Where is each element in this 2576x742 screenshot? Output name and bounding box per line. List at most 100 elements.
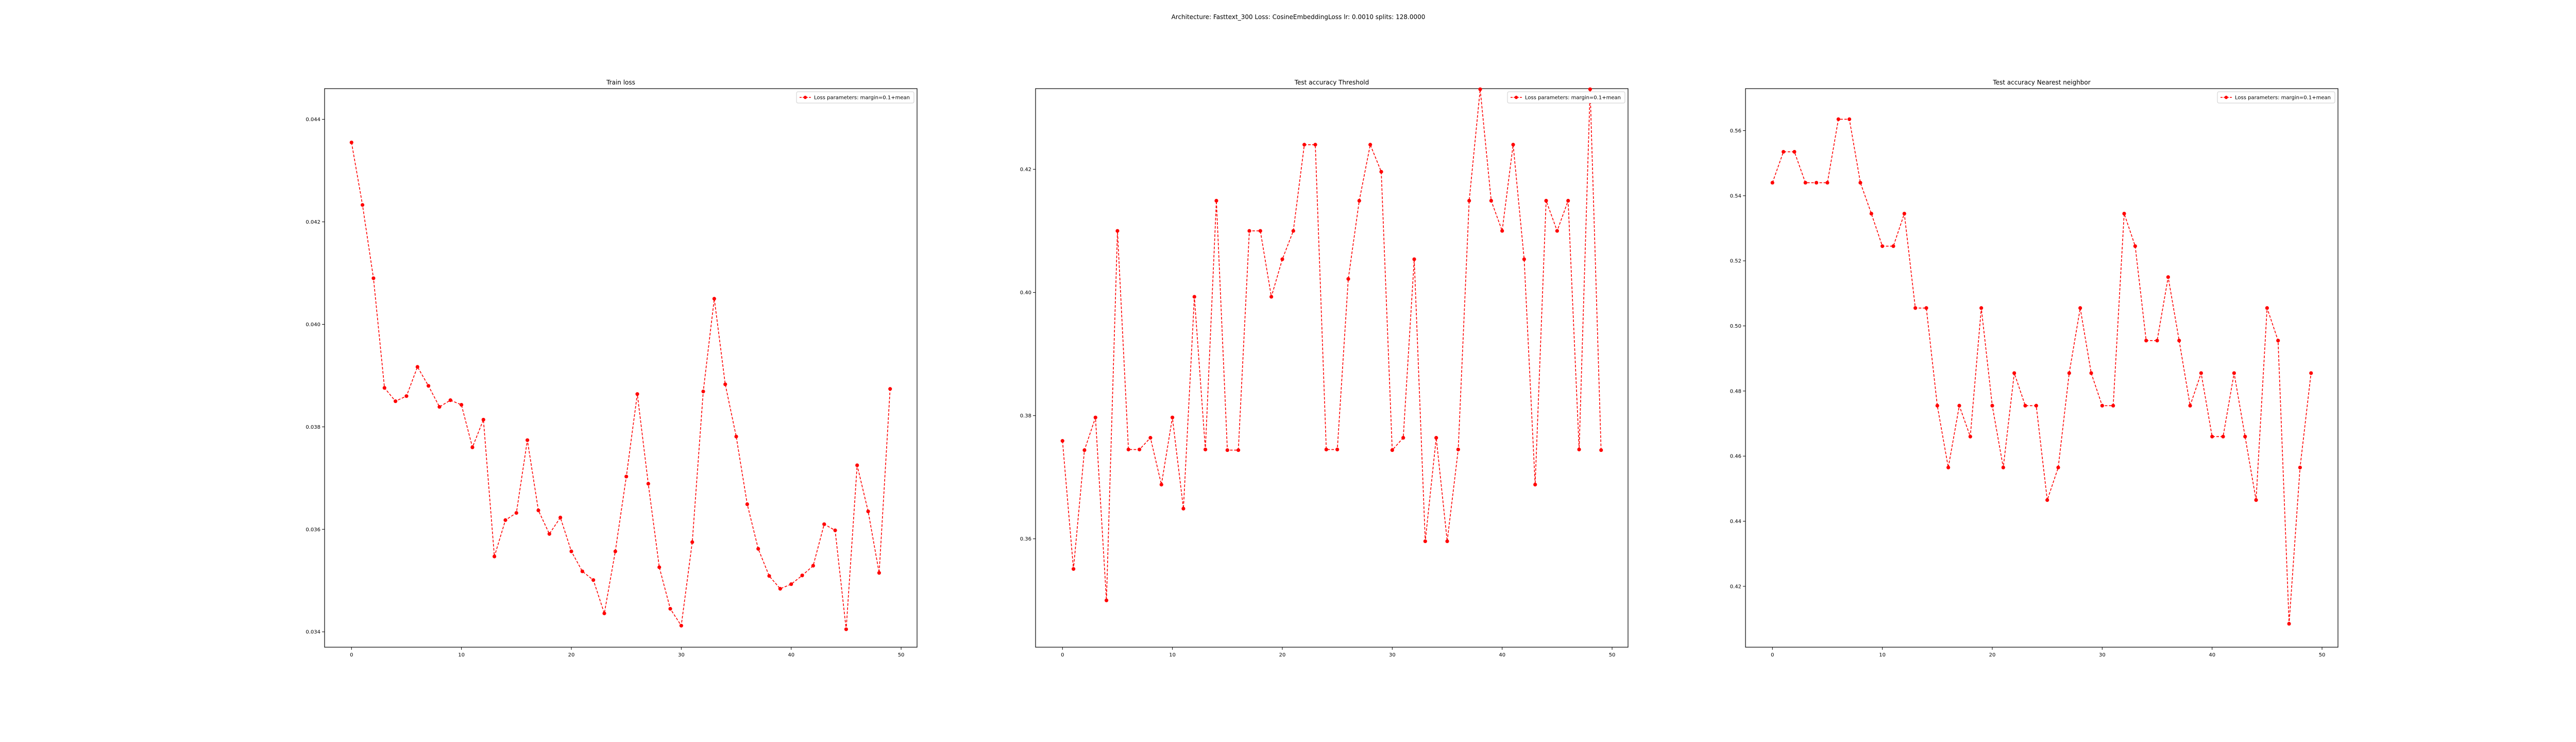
data-point (1379, 170, 1383, 174)
data-point (1324, 447, 1328, 451)
x-tick: 10 (1169, 647, 1176, 658)
y-tick: 0.034 (306, 630, 325, 635)
data-point (789, 582, 793, 586)
data-point (1445, 539, 1449, 544)
data-point (1269, 295, 1274, 299)
data-point (1511, 143, 1515, 147)
data-point (361, 203, 365, 207)
data-point (1858, 180, 1862, 185)
chart-title: Test accuracy Nearest neighbor (1992, 79, 2090, 86)
data-point (558, 515, 563, 519)
legend-label: Loss parameters: margin=0.1+mean (1525, 95, 1621, 101)
x-tick: 10 (1879, 647, 1886, 658)
y-tick-label: 0.044 (306, 117, 320, 123)
y-tick-label: 0.46 (1730, 454, 1741, 460)
legend: Loss parameters: margin=0.1+mean (796, 91, 914, 104)
y-tick: 0.40 (1020, 290, 1036, 296)
legend-marker (1514, 95, 1518, 99)
data-point (493, 554, 497, 559)
data-point (2122, 211, 2126, 216)
y-tick: 0.36 (1020, 536, 1036, 542)
x-tick: 40 (1499, 647, 1505, 658)
data-point (679, 623, 683, 628)
data-point (1803, 180, 1807, 185)
x-tick: 0 (1771, 647, 1774, 658)
data-point (1434, 436, 1438, 440)
data-point (2078, 306, 2082, 310)
data-point (2210, 434, 2214, 439)
data-point (1247, 229, 1251, 233)
data-point (1313, 143, 1317, 147)
y-tick-label: 0.36 (1020, 536, 1031, 542)
data-point (602, 611, 606, 615)
data-point (1522, 257, 1526, 261)
data-point (1957, 403, 1961, 408)
data-point (591, 578, 596, 582)
data-point (547, 532, 551, 536)
data-point (1346, 277, 1350, 281)
data-point (2177, 339, 2181, 343)
data-point (2243, 434, 2247, 439)
data-point (1357, 198, 1361, 203)
x-tick: 50 (898, 647, 905, 658)
data-point (701, 390, 705, 394)
data-point (734, 434, 738, 439)
data-point (1924, 306, 1928, 310)
data-point (877, 571, 881, 575)
series-line (1062, 89, 1602, 601)
data-point (1825, 180, 1829, 185)
data-point (2133, 244, 2137, 248)
series-line (351, 142, 891, 630)
data-point (580, 569, 584, 574)
y-tick-label: 0.042 (306, 220, 320, 225)
data-point (2199, 371, 2203, 375)
data-point (778, 587, 782, 591)
x-tick-label: 50 (898, 652, 905, 658)
data-point (1138, 447, 1142, 451)
data-point (1946, 465, 1951, 469)
data-point (394, 399, 398, 403)
data-point (349, 140, 353, 145)
y-tick: 0.042 (306, 220, 325, 225)
data-point (1368, 143, 1372, 147)
y-tick: 0.50 (1730, 324, 1745, 329)
data-point (855, 463, 859, 467)
data-point (2111, 403, 2115, 408)
y-tick: 0.044 (306, 117, 325, 123)
data-point (1258, 229, 1262, 233)
x-tick-label: 50 (2319, 652, 2326, 658)
data-point (1335, 447, 1340, 451)
data-point (1159, 482, 1163, 487)
data-point (1500, 229, 1504, 233)
chart-panel-2: Test accuracy Threshold 0 10 20 30 40 50 0.36 0.… (1020, 79, 1629, 658)
plot-area-frame (1745, 88, 2338, 648)
data-point (1401, 436, 1405, 440)
data-point (723, 382, 727, 386)
data-point (1836, 117, 1840, 121)
data-point (1770, 180, 1774, 185)
data-point (1533, 482, 1537, 487)
x-tick: 40 (788, 647, 794, 658)
data-point (712, 297, 716, 301)
legend-label: Loss parameters: margin=0.1+mean (814, 95, 910, 101)
data-point (1105, 598, 1109, 602)
data-point (2287, 621, 2291, 626)
data-point (2012, 371, 2016, 375)
data-point (1192, 295, 1196, 299)
y-tick: 0.56 (1730, 128, 1745, 134)
data-point (1302, 143, 1307, 147)
data-point (1792, 149, 1797, 154)
y-tick: 0.46 (1730, 454, 1745, 460)
data-point (1782, 149, 1786, 154)
data-point (613, 549, 617, 553)
data-point (1072, 567, 1076, 571)
x-tick-label: 0 (1771, 652, 1774, 658)
data-point (437, 404, 442, 409)
data-point (1913, 306, 1918, 310)
y-tick: 0.44 (1730, 519, 1745, 525)
x-tick: 20 (1279, 647, 1285, 658)
plot-area-frame (324, 88, 918, 648)
x-tick-label: 40 (2209, 652, 2215, 658)
data-point (888, 387, 892, 391)
y-tick-label: 0.38 (1020, 413, 1031, 419)
